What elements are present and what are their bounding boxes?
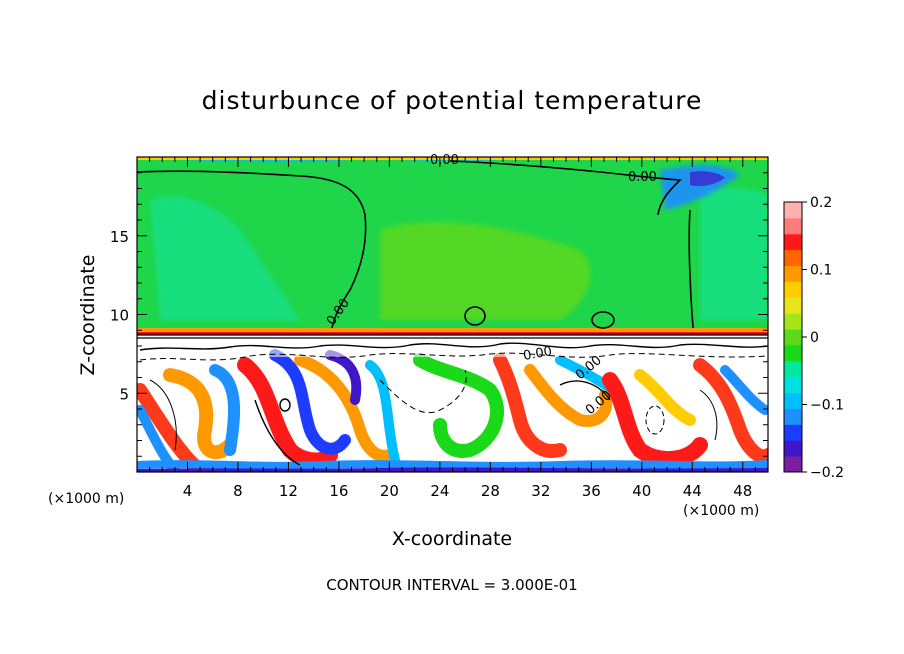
colorbar-tick-label: −0.2 <box>810 465 844 481</box>
contour-label: 0.00 <box>628 170 657 185</box>
colorbar-swatch <box>784 424 802 441</box>
colorbar-swatch <box>784 376 802 394</box>
colorbar-swatch <box>784 392 802 409</box>
y-tick-label: 15 <box>110 228 129 246</box>
colorbar-swatch <box>784 202 802 219</box>
x-tick-label: 8 <box>233 482 243 500</box>
colorbar-tick-label: 0.1 <box>810 263 832 279</box>
colorbar-tick-label: 0.2 <box>810 195 832 211</box>
colorbar-swatch <box>784 440 802 457</box>
contour-label: 0.00 <box>430 153 459 168</box>
colorbar-swatch <box>784 281 802 298</box>
x-tick-label: 36 <box>582 482 601 500</box>
colorbar-swatch <box>784 344 802 362</box>
colorbar-tick-label: −0.1 <box>810 398 844 414</box>
contour-interval-note: CONTOUR INTERVAL = 3.000E-01 <box>326 576 578 594</box>
x-unit-left: (×1000 m) <box>48 491 125 507</box>
colorbar-swatch <box>784 408 802 425</box>
x-unit-right: (×1000 m) <box>683 503 760 519</box>
y-tick-label: 5 <box>119 385 129 403</box>
colorbar-swatch <box>784 313 802 330</box>
temperature-field <box>137 157 768 472</box>
colorbar-tick-label: 0 <box>810 330 819 346</box>
colorbar-swatch <box>784 297 802 314</box>
x-tick-label: 48 <box>733 482 752 500</box>
x-tick-label: 28 <box>481 482 500 500</box>
x-tick-label: 4 <box>183 482 193 500</box>
colorbar-swatch <box>784 217 802 235</box>
x-tick-label: 20 <box>380 482 399 500</box>
x-tick-label: 12 <box>279 482 298 500</box>
x-tick-label: 32 <box>531 482 550 500</box>
colorbar-swatch <box>784 360 802 378</box>
contour-lines <box>137 160 768 466</box>
colorbar-swatch <box>784 265 802 282</box>
chart-title: disturbunce of potential temperature <box>201 86 703 115</box>
x-tick-label: 40 <box>632 482 651 500</box>
colorbar-swatch <box>784 249 802 267</box>
x-tick-label: 24 <box>430 482 449 500</box>
x-axis-label: X-coordinate <box>391 528 513 550</box>
colorbar-swatch <box>784 329 802 346</box>
y-tick-label: 10 <box>110 307 129 325</box>
y-axis-label: Z-coordinate <box>77 255 99 376</box>
colorbar-swatch <box>784 233 802 251</box>
contour-label: 0.00 <box>522 344 553 364</box>
colorbar-swatch <box>784 456 802 473</box>
x-tick-label: 16 <box>329 482 348 500</box>
x-tick-label: 44 <box>683 482 702 500</box>
colorbar: 0.2 0.1 0 −0.1 −0.2 <box>783 195 844 481</box>
